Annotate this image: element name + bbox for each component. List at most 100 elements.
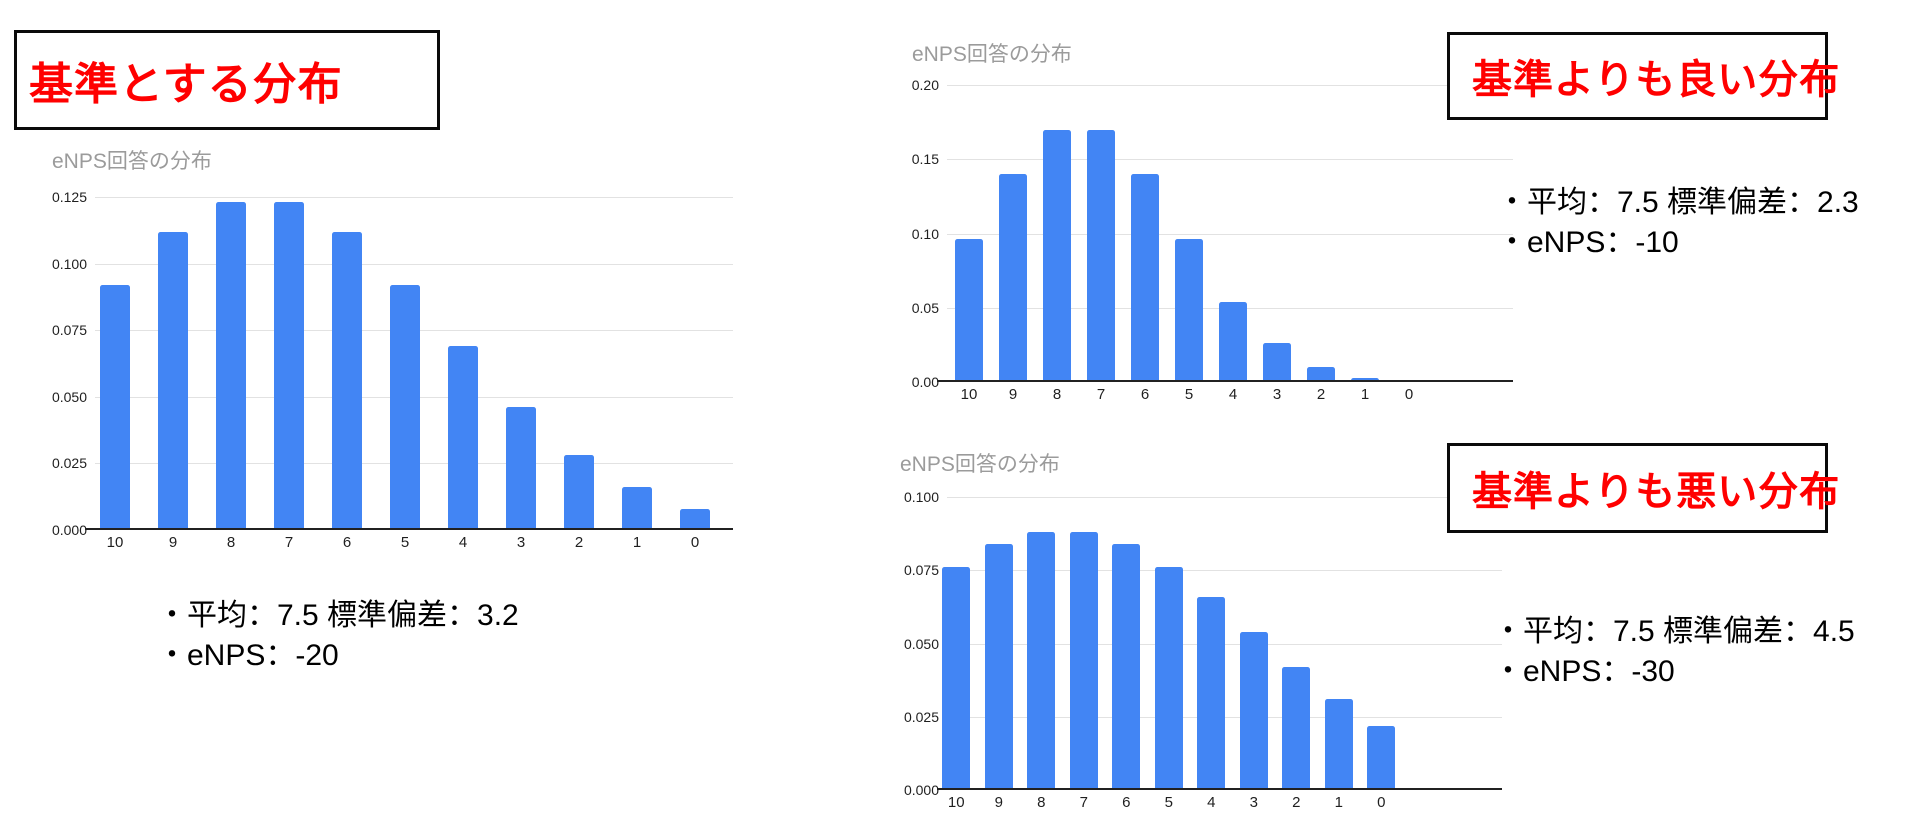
x-axis-tick-label: 10	[947, 794, 965, 811]
stats-line-enps: ・eNPS：-10	[1497, 226, 1679, 259]
bar	[1367, 725, 1396, 790]
y-axis-tick-label: 0.100	[903, 489, 939, 505]
y-axis-tick-label: 0.050	[51, 389, 87, 405]
x-axis-line	[937, 788, 1502, 790]
y-axis-tick-label: 0.000	[903, 782, 939, 798]
y-axis-tick-label: 0.20	[911, 77, 939, 93]
x-axis-tick-label: 10	[106, 534, 124, 551]
y-axis-tick-label: 0.00	[911, 374, 939, 390]
bar	[680, 508, 710, 530]
bar	[984, 543, 1013, 790]
x-axis-tick-label: 5	[1164, 794, 1173, 811]
x-axis-tick-label: 6	[1122, 794, 1131, 811]
bar	[564, 455, 594, 530]
y-axis-tick-label: 0.15	[911, 151, 939, 167]
x-axis-tick-label: 9	[168, 534, 178, 551]
x-axis-tick-label: 0	[1404, 386, 1414, 403]
bar	[1131, 174, 1159, 382]
x-axis-tick-label: 4	[1207, 794, 1216, 811]
bar	[1027, 532, 1056, 790]
chart-reference: eNPS回答の分布 0.125 0.100 0.075 0.050 0.025 0.000…	[40, 148, 740, 568]
x-axis-tick-label: 7	[1096, 386, 1106, 403]
x-axis-tick-label: 7	[1079, 794, 1088, 811]
x-axis-tick-label: 9	[1008, 386, 1018, 403]
better-stats-annotation: ・平均：7.5 標準偏差：2.3 ・eNPS：-10	[1497, 183, 1859, 263]
stats-line-mean-std: ・平均：7.5 標準偏差：3.2	[157, 599, 519, 632]
y-axis-tick-label: 0.10	[911, 226, 939, 242]
stats-line-enps: ・eNPS：-20	[157, 639, 339, 672]
worse-stats-annotation: ・平均：7.5 標準偏差：4.5 ・eNPS：-30	[1493, 612, 1855, 692]
x-axis-tick-label: 9	[994, 794, 1003, 811]
bar	[1043, 129, 1071, 382]
reference-label-box: 基準とする分布	[14, 30, 440, 130]
bar	[1307, 367, 1335, 382]
y-axis-tick-label: 0.025	[51, 455, 87, 471]
gridline	[947, 234, 1513, 235]
better-label-box: 基準よりも良い分布	[1447, 32, 1839, 120]
bar	[506, 407, 536, 530]
bar	[955, 239, 983, 382]
chart-better: eNPS回答の分布 0.20 0.15 0.10 0.05 0.00 10 9 8 7 6 5 4 3 2…	[890, 35, 1530, 415]
y-axis-tick-label: 0.000	[51, 522, 87, 538]
x-axis-line	[85, 528, 733, 530]
bar	[1087, 129, 1115, 382]
bar	[448, 346, 478, 530]
x-axis-tick-label: 1	[1334, 794, 1343, 811]
x-axis-tick-label: 7	[284, 534, 294, 551]
y-axis-tick-label: 0.075	[903, 562, 939, 578]
x-axis-tick-label: 3	[1272, 386, 1282, 403]
bar	[1263, 343, 1291, 382]
x-axis-tick-label: 2	[574, 534, 584, 551]
bar	[622, 487, 652, 530]
x-axis-tick-label: 2	[1316, 386, 1326, 403]
bar	[390, 284, 420, 530]
x-axis-tick-label: 8	[226, 534, 236, 551]
bar	[158, 231, 188, 530]
reference-label-text: 基準とする分布	[29, 60, 343, 109]
bar	[1324, 699, 1353, 790]
gridline	[947, 85, 1513, 86]
bar	[1197, 596, 1226, 790]
plot-area: 0.125 0.100 0.075 0.050 0.025 0.000 10 9 8 7 6 5 4 3 2…	[52, 189, 733, 550]
x-axis-tick-label: 1	[632, 534, 642, 551]
x-axis-tick-label: 0	[690, 534, 700, 551]
gridline	[95, 264, 733, 265]
x-axis-tick-label: 2	[1292, 794, 1301, 811]
y-axis-tick-label: 0.05	[911, 300, 939, 316]
bar	[100, 284, 130, 530]
bar	[942, 567, 971, 790]
x-axis-tick-label: 8	[1037, 794, 1046, 811]
reference-stats-annotation: ・平均：7.5 標準偏差：3.2 ・eNPS：-20	[157, 596, 519, 676]
gridline	[947, 570, 1502, 571]
bar	[1112, 543, 1141, 790]
bar	[1239, 631, 1268, 790]
x-axis-tick-label: 3	[1249, 794, 1258, 811]
bar	[999, 174, 1027, 382]
x-axis-line	[937, 380, 1513, 382]
y-axis-tick-label: 0.100	[51, 256, 87, 272]
x-axis-tick-label: 1	[1360, 386, 1370, 403]
x-axis-tick-label: 3	[516, 534, 526, 551]
stats-line-enps: ・eNPS：-30	[1493, 655, 1675, 688]
x-axis-tick-label: 6	[1140, 386, 1150, 403]
bar	[1351, 377, 1379, 382]
bar	[332, 231, 362, 530]
x-axis-tick-label: 6	[342, 534, 352, 551]
plot-area: 0.100 0.075 0.050 0.025 0.000 10 9 8 7 6 5 4 3 2 1 0	[904, 489, 1502, 810]
x-axis-tick-label: 4	[1228, 386, 1238, 403]
chart-title: eNPS回答の分布	[912, 43, 1072, 66]
x-axis-tick-label: 8	[1052, 386, 1062, 403]
gridline	[947, 159, 1513, 160]
bar	[1219, 301, 1247, 382]
y-axis-tick-label: 0.025	[903, 709, 939, 725]
chart-title: eNPS回答の分布	[52, 150, 212, 173]
bar	[1069, 532, 1098, 790]
gridline	[95, 197, 733, 198]
bar	[216, 202, 246, 530]
stats-line-mean-std: ・平均：7.5 標準偏差：4.5	[1493, 615, 1855, 648]
y-axis-tick-label: 0.125	[51, 189, 87, 205]
x-axis-tick-label: 5	[1184, 386, 1194, 403]
better-label-text: 基準よりも良い分布	[1472, 58, 1841, 102]
plot-area: 0.20 0.15 0.10 0.05 0.00 10 9 8 7 6 5 4 3 2 1 0	[912, 77, 1513, 402]
